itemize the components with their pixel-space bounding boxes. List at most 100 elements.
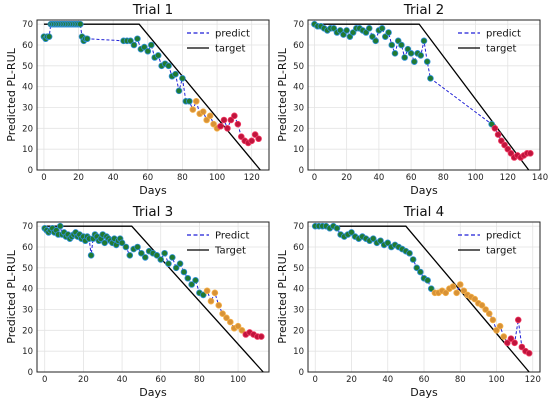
- predict-point: [507, 335, 515, 342]
- panel-4: 0 20 40 60 80 100 120 0 10 20 30 40 50 60 70 Trial 4 Day…: [276, 204, 541, 399]
- x-tick-label: 80: [194, 375, 205, 385]
- predict-point: [154, 52, 162, 59]
- legend-label-target: Target: [214, 246, 246, 257]
- legend-label-target: target: [486, 44, 516, 55]
- predict-point: [192, 97, 200, 105]
- predict-point: [220, 116, 228, 124]
- predict-point: [237, 133, 245, 140]
- x-tick-label: 120: [244, 173, 260, 183]
- predict-point: [153, 252, 161, 259]
- predict-point: [203, 287, 211, 295]
- predict-point: [87, 252, 95, 259]
- chart-title: Trial 4: [403, 204, 444, 220]
- predict-point: [391, 50, 399, 57]
- predict-point: [127, 37, 134, 45]
- x-tick-label: 120: [525, 375, 541, 385]
- predict-point: [385, 29, 392, 36]
- predict-point: [211, 289, 219, 297]
- x-tick-label: 100: [209, 173, 225, 183]
- x-tick-label: 80: [455, 375, 466, 385]
- plot-frame: [307, 221, 541, 373]
- predict-point: [224, 125, 231, 132]
- predict-point: [409, 256, 417, 263]
- predict-point: [199, 291, 207, 299]
- y-tick-label: 20: [22, 124, 33, 134]
- predict-point: [411, 58, 418, 65]
- predict-point: [206, 112, 214, 120]
- x-tick-label: 40: [108, 173, 119, 183]
- x-tick-label: 60: [142, 173, 153, 183]
- x-tick-label: 60: [406, 173, 417, 183]
- predict-point: [514, 316, 522, 324]
- predict-point: [424, 277, 431, 284]
- y-tick-label: 30: [293, 104, 304, 114]
- y-tick-label: 70: [22, 222, 33, 232]
- x-axis-label: Days: [410, 184, 438, 197]
- predict-point: [511, 339, 518, 347]
- predict-point: [496, 322, 504, 330]
- legend-label-predict: predict: [486, 29, 521, 40]
- predict-point: [83, 35, 91, 43]
- y-tick-label: 40: [22, 285, 33, 295]
- predict-point: [141, 43, 148, 51]
- predict-point: [365, 25, 373, 32]
- predict-point: [161, 249, 168, 257]
- panel-1: 0 20 40 60 80 100 120 0 10 20 30 40 50 60 70 Trial 1 Day…: [5, 2, 270, 197]
- y-tick-label: 10: [22, 145, 33, 155]
- y-tick-label: 20: [293, 326, 304, 336]
- y-tick-label: 0: [299, 166, 304, 176]
- predict-point: [478, 302, 486, 309]
- predict-point: [442, 289, 450, 297]
- panel-3: 0 20 40 60 80 100 0 10 20 30 40 50 60 70 Trial 3 Days Pr…: [5, 204, 270, 399]
- predict-point: [234, 120, 242, 128]
- predict-point: [144, 47, 152, 55]
- predict-point: [417, 52, 425, 59]
- predict-point: [384, 239, 392, 247]
- predict-point: [215, 302, 223, 309]
- predict-point: [165, 260, 172, 267]
- legend-label-predict: predict: [486, 231, 521, 242]
- x-axis-label: Days: [139, 184, 167, 197]
- predict-point: [217, 122, 224, 130]
- x-tick-label: 40: [373, 173, 384, 183]
- x-tick-label: 0: [313, 375, 318, 385]
- y-tick-label: 40: [293, 83, 304, 93]
- predict-point: [398, 41, 405, 49]
- predict-point: [172, 264, 180, 272]
- legend-label-predict: Predict: [215, 231, 250, 242]
- x-tick-label: 60: [155, 375, 166, 385]
- chart-title: Trial 3: [132, 204, 173, 220]
- x-tick-label: 0: [42, 375, 47, 385]
- predict-point: [157, 256, 165, 263]
- y-tick-label: 60: [22, 41, 33, 51]
- predict-point: [504, 339, 511, 347]
- legend-label-target: target: [215, 44, 245, 55]
- y-tick-label: 0: [299, 368, 304, 378]
- predict-point: [413, 264, 421, 272]
- y-tick-label: 50: [293, 264, 304, 274]
- x-tick-label: 140: [532, 173, 548, 183]
- y-tick-label: 70: [293, 222, 304, 232]
- chart-title: Trial 1: [132, 2, 173, 18]
- predict-point: [238, 327, 246, 334]
- predict-point: [378, 25, 386, 32]
- predict-point: [189, 106, 197, 113]
- predict-point: [141, 254, 149, 261]
- predict-point: [186, 97, 193, 105]
- y-tick-label: 20: [22, 326, 33, 336]
- x-tick-label: 80: [177, 173, 188, 183]
- x-tick-label: 100: [467, 173, 483, 183]
- y-axis-label: Predicted PL-RUL: [276, 47, 289, 141]
- y-tick-label: 40: [22, 83, 33, 93]
- y-tick-label: 60: [293, 243, 304, 253]
- predict-point: [423, 58, 431, 65]
- y-tick-label: 30: [293, 306, 304, 316]
- predict-point: [251, 131, 259, 138]
- predict-point: [176, 260, 184, 267]
- x-tick-label: 20: [346, 375, 357, 385]
- predict-point: [494, 131, 502, 138]
- predict-point: [169, 254, 176, 261]
- predict-point: [388, 41, 396, 49]
- predict-point: [257, 333, 265, 340]
- x-tick-label: 40: [382, 375, 393, 385]
